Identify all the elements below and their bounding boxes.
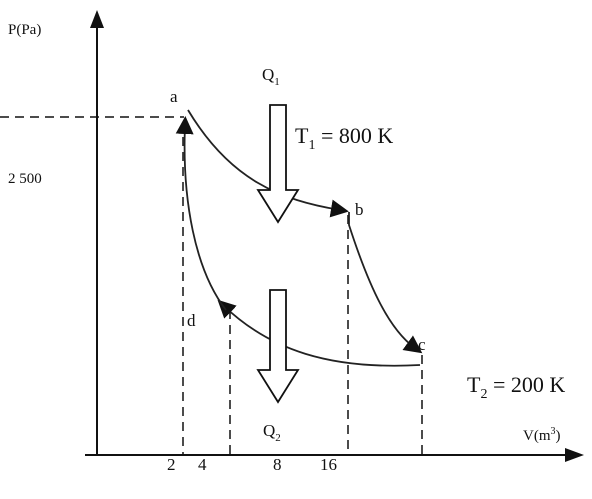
y-arrow xyxy=(90,10,104,28)
heat-in-arrow xyxy=(258,105,298,222)
x-value: 16 xyxy=(320,455,337,474)
isotherm-cd xyxy=(224,306,420,366)
y-value: 2 500 xyxy=(8,171,42,187)
point-label: d xyxy=(187,311,196,330)
heat-label: Q1 xyxy=(262,65,280,88)
temperature-label: T2 = 200 K xyxy=(467,372,565,402)
y-axis-label: P(Pa) xyxy=(8,22,41,38)
x-value: 8 xyxy=(273,455,282,474)
pv-diagram: P(Pa) 2 500 V(m3) 2 4 8 16 a b c d Q1 Q2… xyxy=(0,0,592,499)
x-arrow xyxy=(565,448,584,462)
point-label: b xyxy=(355,200,364,219)
x-value: 2 xyxy=(167,455,176,474)
temperature-label: T1 = 800 K xyxy=(295,123,393,153)
point-label: a xyxy=(170,87,178,106)
x-axis-label: V(m3) xyxy=(523,426,561,444)
heat-out-arrow xyxy=(258,290,298,402)
adiabat-bc xyxy=(349,212,415,348)
heat-label: Q2 xyxy=(263,421,281,444)
point-label: c xyxy=(418,335,426,354)
x-value: 4 xyxy=(198,455,207,474)
